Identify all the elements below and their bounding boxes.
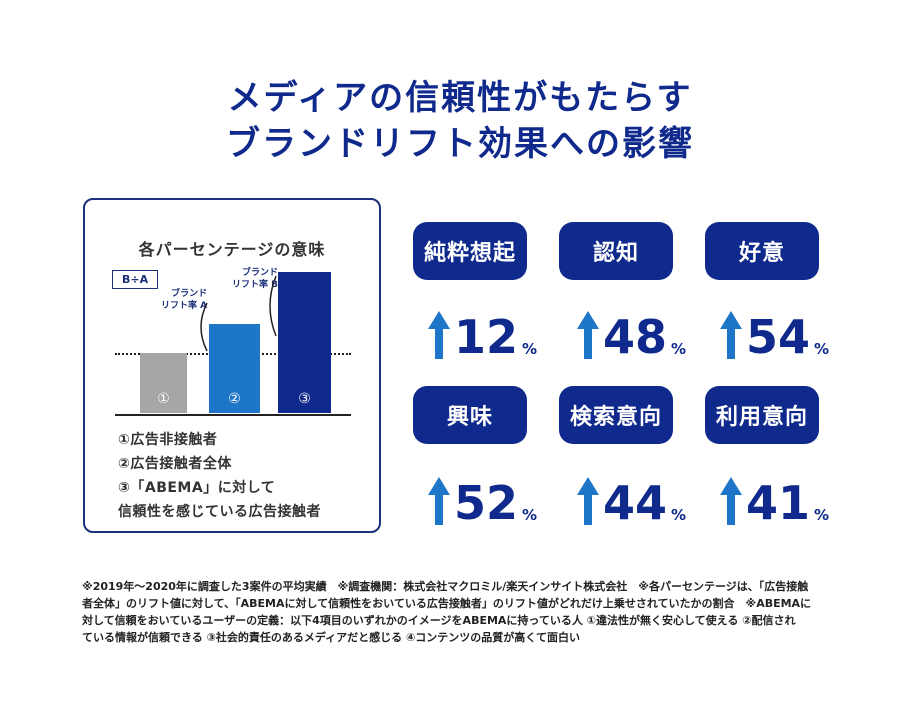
metric-value: 41: [746, 476, 811, 530]
metric-unit: %: [522, 506, 538, 524]
metric-unit: %: [671, 340, 687, 358]
legend-item-1: ①広告非接触者: [118, 432, 218, 448]
footnote-line: 対して信頼をおいているユーザーの定義：以下4項目のいずれかのイメージをABEMA…: [82, 614, 796, 627]
lift-rate-a-label: ブランド リフト率 A: [161, 289, 208, 311]
metric-unit: %: [814, 340, 830, 358]
formula-label: B÷A: [112, 270, 159, 289]
legend-item-3: ③「ABEMA」に対して: [118, 480, 276, 496]
up-arrow-icon: [577, 477, 599, 525]
metric-value: 12: [454, 310, 519, 364]
metric-label-usage-intent: 利用意向: [705, 386, 819, 444]
metric-stat-favorability: 54%: [720, 302, 829, 362]
bar-exposed-all: ②: [209, 324, 260, 413]
metric-value: 52: [454, 476, 519, 530]
metric-label-interest: 興味: [413, 386, 527, 444]
footnote-line: 者全体」のリフト値に対して、「ABEMAに対して信頼性をおいている広告接触者」の…: [82, 597, 812, 610]
legend-item-3-cont: 信頼性を感じている広告接触者: [118, 504, 321, 520]
footnote-line: ※2019年〜2020年に調査した3案件の平均実績 ※調査機関：株式会社マクロミ…: [82, 580, 809, 593]
panel-title: 各パーセンテージの意味: [138, 240, 326, 259]
footnote: ※2019年〜2020年に調査した3案件の平均実績 ※調査機関：株式会社マクロミ…: [82, 578, 847, 646]
metric-label-search-intent: 検索意向: [559, 386, 673, 444]
metric-stat-awareness: 48%: [577, 302, 686, 362]
up-arrow-icon: [428, 311, 450, 359]
metric-unit: %: [814, 506, 830, 524]
metric-value: 48: [603, 310, 668, 364]
lift-b-bracket: [269, 275, 277, 337]
metric-value: 54: [746, 310, 811, 364]
metric-stat-recall: 12%: [428, 302, 537, 362]
bar-non-exposed: ①: [140, 353, 187, 413]
metric-label-recall: 純粋想起: [413, 222, 527, 280]
up-arrow-icon: [577, 311, 599, 359]
footnote-line: ている情報が信頼できる ③社会的責任のあるメディアだと感じる ④コンテンツの品質…: [82, 631, 580, 644]
bar-exposed-trusting: ③: [278, 272, 331, 413]
metric-stat-usage-intent: 41%: [720, 468, 829, 528]
up-arrow-icon: [720, 477, 742, 525]
lift-a-bracket: [200, 302, 208, 352]
headline-line-1: メディアの信頼性がもたらす: [227, 78, 693, 118]
headline-line-2: ブランドリフト効果への影響: [226, 124, 694, 164]
metric-value: 44: [603, 476, 668, 530]
metric-unit: %: [522, 340, 538, 358]
lift-rate-b-label: ブランド リフト率 B: [232, 268, 278, 290]
metric-label-awareness: 認知: [559, 222, 673, 280]
chart-baseline: [115, 414, 351, 416]
percentage-explanation-panel: 各パーセンテージの意味 B÷A ブランド リフト率 A ブランド リフト率 B ① …: [83, 198, 381, 533]
up-arrow-icon: [428, 477, 450, 525]
up-arrow-icon: [720, 311, 742, 359]
metric-label-favorability: 好意: [705, 222, 819, 280]
metric-stat-interest: 52%: [428, 468, 537, 528]
metric-stat-search-intent: 44%: [577, 468, 686, 528]
metric-unit: %: [671, 506, 687, 524]
legend-item-2: ②広告接触者全体: [118, 456, 232, 472]
